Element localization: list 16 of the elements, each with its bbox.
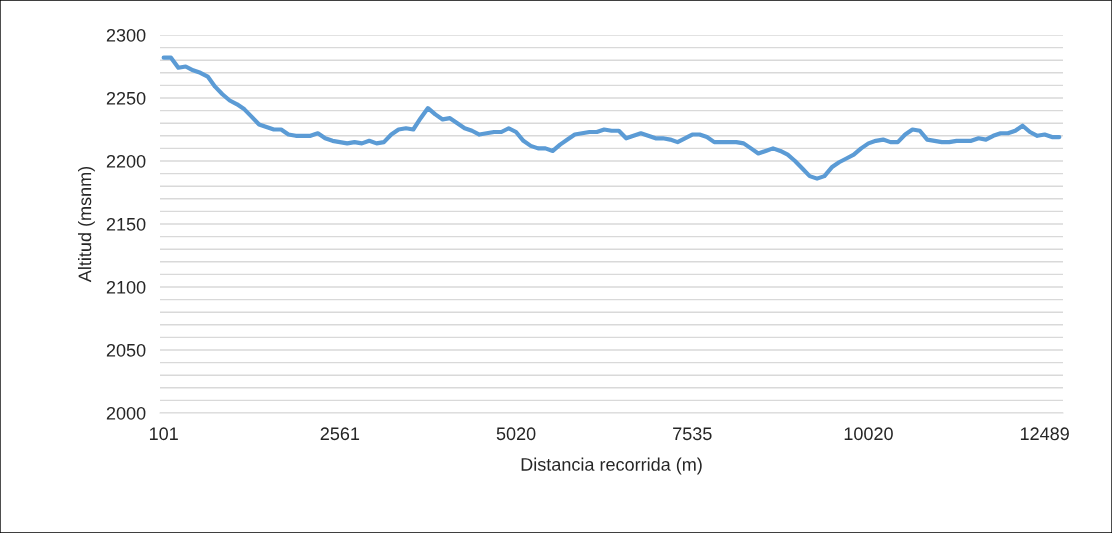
x-tick-label: 12489	[1020, 427, 1069, 441]
x-tick-label: 2561	[320, 427, 360, 441]
x-tick-label: 101	[149, 427, 178, 441]
y-tick-label: 2100	[106, 280, 146, 294]
x-tick-label: 5020	[496, 427, 536, 441]
x-axis-title: Distancia recorrida (m)	[521, 457, 702, 475]
line-series	[161, 55, 1062, 181]
y-tick-label: 2050	[106, 343, 146, 357]
x-tick-label: 10020	[844, 427, 893, 441]
x-tick-label: 7535	[673, 427, 712, 441]
y-tick-label: 2250	[106, 91, 146, 105]
y-tick-label: 2200	[106, 154, 146, 168]
y-tick-label: 2150	[106, 217, 146, 231]
y-axis-title: Altitud (msnm)	[78, 166, 95, 283]
y-tick-label: 2300	[106, 28, 146, 42]
y-tick-label: 2000	[106, 406, 146, 420]
